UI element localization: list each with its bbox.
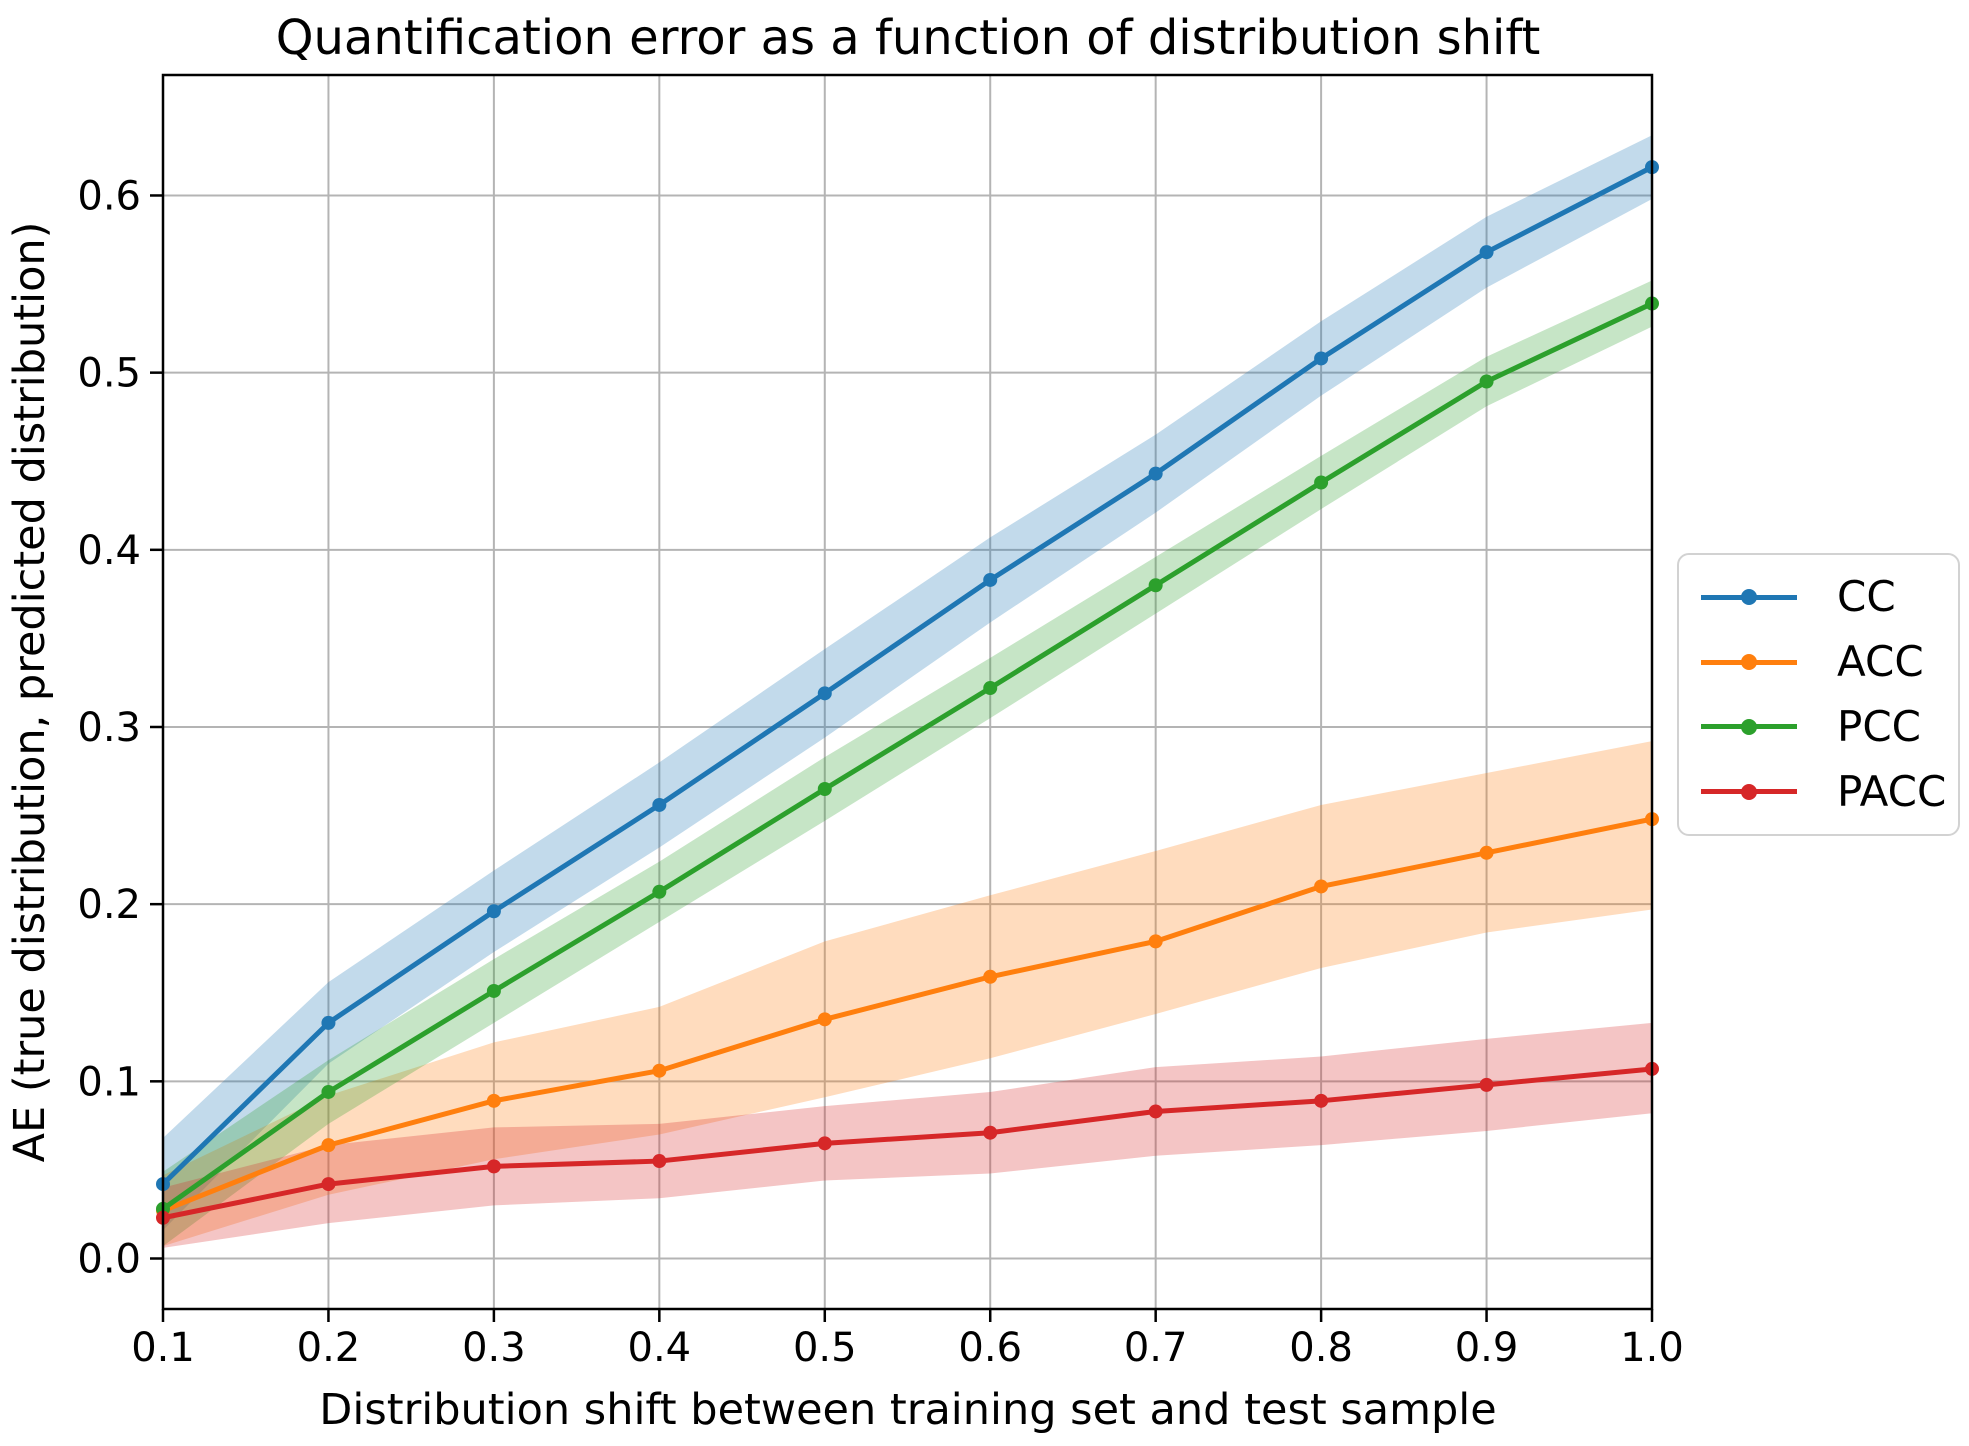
x-tick-label: 0.4 <box>628 1325 692 1371</box>
x-tick-label: 1.0 <box>1620 1325 1684 1371</box>
pacc-marker-icon <box>1741 783 1757 800</box>
y-tick-label: 0.2 <box>77 882 141 928</box>
cc-marker-icon <box>1741 589 1757 606</box>
axes-layer <box>150 73 1654 1322</box>
pacc-marker <box>983 1125 998 1140</box>
y-tick-label: 0.5 <box>77 351 141 397</box>
pcc-marker <box>1314 475 1329 490</box>
pacc-marker <box>486 1159 501 1174</box>
acc-confidence-band <box>163 741 1652 1247</box>
legend-label-pacc: PACC <box>1837 766 1947 816</box>
pacc-line <box>160 1066 1655 1221</box>
acc-marker <box>1148 934 1163 949</box>
y-tick-label: 0.0 <box>77 1237 141 1283</box>
y-axis-label: AE (true distribution, predicted distrib… <box>5 222 55 1163</box>
cc-line-swatch <box>1701 589 1797 606</box>
series-lines-layer <box>156 160 1659 1225</box>
pacc-line-swatch <box>1701 783 1797 800</box>
pcc-line <box>160 301 1655 1212</box>
pcc-marker <box>817 782 832 797</box>
cc-marker <box>1314 351 1329 366</box>
legend-label-pcc: PCC <box>1837 701 1921 751</box>
cc-marker <box>321 1015 336 1030</box>
x-tick-label: 0.1 <box>131 1325 195 1371</box>
x-tick-label: 0.5 <box>793 1325 857 1371</box>
legend-item-cc: CC <box>1701 576 1936 618</box>
y-tick-label: 0.4 <box>77 528 141 574</box>
pacc-marker <box>652 1154 667 1169</box>
plot-border <box>161 73 1654 1311</box>
pcc-marker <box>1479 374 1494 389</box>
pcc-marker <box>652 884 667 899</box>
cc-marker <box>983 572 998 587</box>
legend-label-cc: CC <box>1837 572 1896 622</box>
acc-line-swatch <box>1701 654 1797 671</box>
legend-item-acc: ACC <box>1701 641 1936 683</box>
acc-marker <box>983 969 998 984</box>
pacc-marker <box>1148 1104 1163 1119</box>
chart-title: Quantification error as a function of di… <box>276 10 1541 66</box>
cc-marker <box>652 797 667 812</box>
acc-marker <box>321 1138 336 1153</box>
pacc-marker <box>321 1177 336 1192</box>
x-tick-label: 0.6 <box>958 1325 1022 1371</box>
x-tick-label: 0.9 <box>1455 1325 1519 1371</box>
pcc-marker <box>321 1084 336 1099</box>
cc-marker <box>817 686 832 701</box>
acc-marker <box>486 1093 501 1108</box>
legend-item-pacc: PACC <box>1701 770 1946 813</box>
cc-marker <box>486 904 501 919</box>
cc-marker <box>1148 466 1163 481</box>
x-tick-label: 0.7 <box>1124 1325 1188 1371</box>
x-tick-label: 0.3 <box>462 1325 526 1371</box>
acc-marker <box>1314 879 1329 894</box>
pacc-marker <box>817 1136 832 1151</box>
pacc-marker <box>1314 1093 1329 1108</box>
tick-labels-layer: 0.1 0.2 0.3 0.4 0.5 0.6 0.7 0.8 0.9 1.0 0.0 0.1 0.2 0… <box>77 173 1683 1371</box>
x-axis-label: Distribution shift between training set … <box>319 1385 1496 1435</box>
pcc-marker <box>983 681 998 696</box>
acc-marker <box>1479 845 1494 860</box>
cc-line <box>160 164 1655 1187</box>
acc-line <box>160 816 1655 1214</box>
legend: CC ACC PCC PACC <box>1677 553 1960 836</box>
pacc-marker <box>1479 1077 1494 1092</box>
cc-marker <box>1479 245 1494 260</box>
pcc-line-swatch <box>1701 718 1797 735</box>
cc-confidence-band <box>163 135 1652 1231</box>
legend-item-pcc: PCC <box>1701 701 1936 751</box>
confidence-bands-layer <box>163 135 1652 1248</box>
pcc-marker <box>486 983 501 998</box>
acc-marker <box>817 1012 832 1027</box>
x-tick-label: 0.8 <box>1289 1325 1353 1371</box>
acc-marker-icon <box>1741 654 1757 671</box>
legend-label-acc: ACC <box>1837 637 1924 687</box>
pcc-marker <box>1148 578 1163 593</box>
y-tick-label: 0.6 <box>77 173 141 219</box>
pcc-confidence-band <box>163 280 1652 1247</box>
y-tick-label: 0.3 <box>77 705 141 751</box>
x-tick-label: 0.2 <box>297 1325 361 1371</box>
pacc-confidence-band <box>163 1022 1652 1248</box>
pcc-marker-icon <box>1741 718 1757 735</box>
y-tick-label: 0.1 <box>77 1059 141 1105</box>
acc-marker <box>652 1063 667 1078</box>
